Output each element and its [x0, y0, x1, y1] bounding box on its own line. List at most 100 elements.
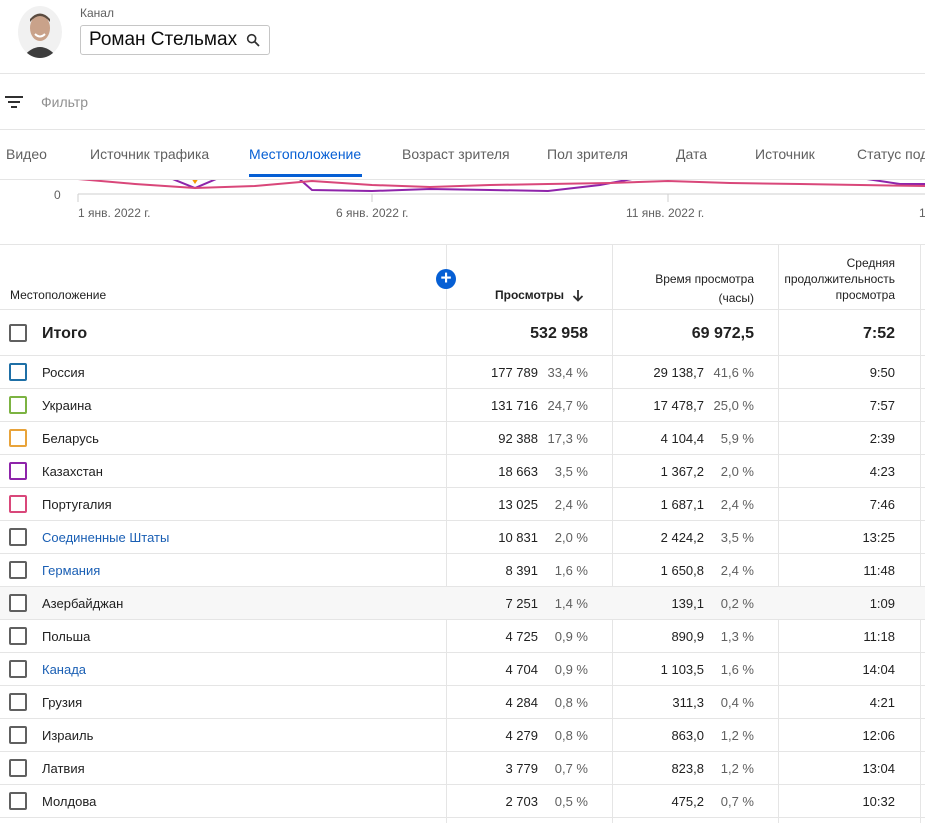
views-value: 92 388 [498, 431, 538, 446]
table-header: Местоположение + Просмотры Время просмот… [0, 245, 925, 310]
line-chart: 0 1 янв. 2022 г. 6 янв. 2022 г. 11 янв. … [0, 180, 925, 244]
table-row: Казахстан 18 663 3,5 % 1 367,2 2,0 % 4:23 [0, 455, 925, 488]
avg-duration-value: 2:39 [869, 431, 895, 446]
table-row: Молдова 2 703 0,5 % 475,2 0,7 % 10:32 [0, 785, 925, 818]
channel-name: Роман Стельмах [89, 29, 238, 50]
tab-date[interactable]: Дата [676, 146, 708, 162]
location-name: Латвия [42, 761, 85, 776]
total-views: 532 958 [530, 325, 588, 342]
avg-duration-value: 10:32 [862, 794, 895, 809]
views-percent: 2,0 % [554, 530, 588, 545]
watch-time-value: 890,9 [671, 629, 704, 644]
watch-time-percent: 2,4 % [720, 497, 754, 512]
avg-duration-value: 13:25 [862, 530, 895, 545]
column-header-line: просмотра [835, 288, 895, 302]
x-axis-label: 1 [919, 206, 925, 220]
column-header-location[interactable]: Местоположение [10, 288, 107, 302]
channel-selector[interactable]: Роман Стельмах [80, 25, 271, 55]
sort-arrow-down-icon[interactable] [572, 289, 584, 302]
row-checkbox[interactable] [9, 462, 27, 480]
views-value: 10 831 [498, 530, 538, 545]
watch-time-percent: 5,9 % [720, 431, 754, 446]
location-name[interactable]: Канада [42, 662, 87, 677]
x-axis-label: 6 янв. 2022 г. [336, 206, 409, 220]
row-checkbox[interactable] [9, 528, 27, 546]
watch-time-value: 311,3 [672, 695, 704, 710]
avg-duration-value: 14:04 [862, 662, 895, 677]
avg-duration-value: 4:21 [869, 695, 895, 710]
filter-bar[interactable]: Фильтр [0, 74, 925, 130]
watch-time-percent: 0,4 % [720, 695, 754, 710]
tab-location[interactable]: Местоположение [249, 146, 362, 162]
views-value: 8 391 [505, 563, 538, 578]
row-checkbox[interactable] [9, 726, 27, 744]
avg-duration-value: 13:04 [862, 761, 895, 776]
data-table: Местоположение + Просмотры Время просмот… [0, 244, 925, 823]
location-name[interactable]: Германия [42, 563, 101, 578]
add-metric-button[interactable]: + [436, 269, 456, 289]
watch-time-percent: 0,2 % [720, 596, 754, 611]
avg-duration-value: 7:46 [869, 497, 895, 512]
table-row: Латвия 3 779 0,7 % 823,8 1,2 % 13:04 [0, 752, 925, 785]
table-row: Беларусь 92 388 17,3 % 4 104,4 5,9 % 2:39 [0, 422, 925, 455]
views-value: 4 704 [505, 662, 538, 677]
views-value: 131 716 [491, 398, 538, 413]
views-value: 4 284 [505, 695, 538, 710]
column-header-avg-duration[interactable]: Средняя продолжительность просмотра [770, 255, 895, 303]
tab-subscription-status[interactable]: Статус под [857, 146, 925, 162]
watch-time-value: 2 424,2 [660, 530, 704, 545]
row-checkbox[interactable] [9, 759, 27, 777]
watch-time-percent: 1,3 % [720, 629, 754, 644]
watch-time-value: 1 367,2 [660, 464, 704, 479]
avg-duration-value: 11:18 [863, 629, 895, 644]
tab-traffic-source[interactable]: Источник трафика [90, 146, 210, 162]
search-icon[interactable] [245, 32, 261, 48]
location-name: Израиль [42, 728, 94, 743]
row-checkbox[interactable] [9, 660, 27, 678]
filter-icon[interactable] [5, 95, 23, 109]
y-axis-zero: 0 [54, 188, 61, 202]
watch-time-percent: 2,0 % [720, 464, 754, 479]
tab-source[interactable]: Источник [755, 146, 815, 162]
views-percent: 0,8 % [554, 728, 588, 743]
row-checkbox[interactable] [9, 792, 27, 810]
series-line-red [77, 180, 925, 190]
watch-time-percent: 25,0 % [713, 398, 754, 413]
row-checkbox[interactable] [9, 594, 27, 612]
channel-avatar[interactable] [18, 6, 62, 58]
table-row: Соединенные Штаты 10 831 2,0 % 2 424,2 3,5 %… [0, 521, 925, 554]
tab-viewer-gender[interactable]: Пол зрителя [547, 146, 628, 162]
location-name: Португалия [42, 497, 112, 512]
table-row: Германия 8 391 1,6 % 1 650,8 2,4 % 11:48 [0, 554, 925, 587]
location-name: Беларусь [42, 431, 99, 446]
tab-video[interactable]: Видео [6, 146, 47, 162]
avg-duration-value: 12:06 [862, 728, 895, 743]
avg-duration-value: 1:09 [869, 596, 895, 611]
views-percent: 0,9 % [554, 662, 588, 677]
watch-time-percent: 3,5 % [720, 530, 754, 545]
total-checkbox[interactable] [9, 324, 27, 342]
views-value: 177 789 [491, 365, 538, 380]
location-name[interactable]: Соединенные Штаты [42, 530, 170, 545]
row-checkbox[interactable] [9, 627, 27, 645]
avg-duration-value: 11:48 [863, 563, 895, 578]
filter-input[interactable]: Фильтр [41, 93, 89, 110]
row-checkbox[interactable] [9, 396, 27, 414]
row-checkbox[interactable] [9, 429, 27, 447]
views-percent: 1,6 % [554, 563, 588, 578]
views-percent: 0,8 % [554, 695, 588, 710]
row-checkbox[interactable] [9, 693, 27, 711]
column-header-views[interactable]: Просмотры [494, 288, 564, 302]
tab-bar: Видео Источник трафика Местоположение Во… [0, 130, 925, 180]
channel-label: Канал [80, 6, 114, 20]
row-checkbox[interactable] [9, 561, 27, 579]
column-header-watch-time[interactable]: Время просмотра (часы) [620, 271, 754, 306]
row-checkbox[interactable] [9, 363, 27, 381]
watch-time-value: 1 650,8 [660, 563, 704, 578]
avg-duration-value: 4:23 [869, 464, 895, 479]
active-tab-indicator [249, 174, 362, 177]
avg-duration-value: 9:50 [869, 365, 895, 380]
row-checkbox[interactable] [9, 495, 27, 513]
tab-viewer-age[interactable]: Возраст зрителя [402, 146, 510, 162]
table-row: Польша 4 725 0,9 % 890,9 1,3 % 11:18 [0, 620, 925, 653]
